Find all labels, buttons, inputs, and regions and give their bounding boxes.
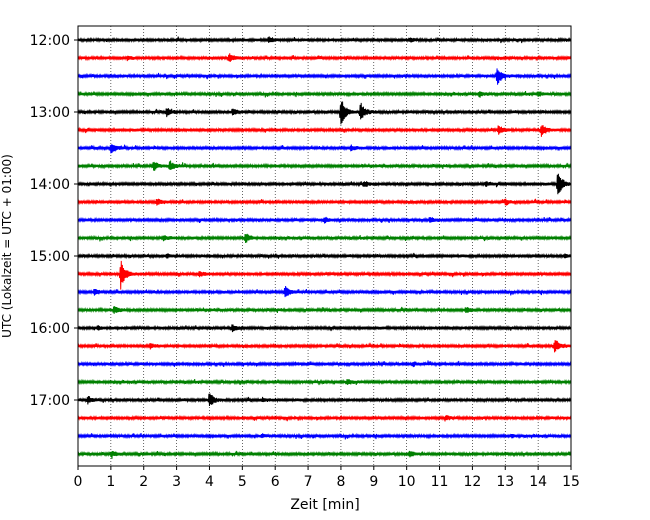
trace-signal [77,125,572,137]
seismo-trace [77,216,572,224]
trace-group [77,36,572,459]
seismo-trace [77,306,572,314]
seismo-trace [77,101,572,125]
trace-signal [77,233,572,243]
seismo-trace [77,360,572,368]
x-tick-label: 1 [106,474,115,490]
seismo-trace [77,233,572,243]
y-tick-label: 14:00 [30,177,70,193]
trace-signal [77,216,572,224]
seismo-trace [77,68,572,85]
x-axis-label: Zeit [min] [290,497,359,513]
trace-signal [77,324,572,333]
trace-signal [77,393,572,407]
trace-signal [77,340,572,353]
seismo-trace [77,450,572,459]
x-tick-label: 7 [304,474,313,490]
trace-signal [77,36,572,44]
x-tick-label: 11 [431,474,449,490]
trace-signal [77,450,572,459]
trace-signal [77,160,572,171]
seismo-trace [77,378,572,386]
seismo-trace [77,260,572,290]
seismo-trace [77,432,572,440]
y-tick-label: 15:00 [30,249,70,265]
x-tick-label: 15 [562,474,580,490]
seismo-trace [77,198,572,206]
x-tick-label: 14 [529,474,547,490]
seismo-trace [77,286,572,298]
seismo-trace [77,340,572,353]
trace-signal [77,198,572,206]
trace-signal [77,414,572,422]
x-axis: 0 1 2 3 4 5 6 7 8 9 10 11 12 13 14 15 [74,466,580,490]
trace-signal [77,360,572,368]
x-tick-label: 4 [205,474,214,490]
trace-signal [77,144,572,154]
y-axis-label: UTC (Lokalzeit = UTC + 01:00) [0,154,14,338]
trace-signal [77,252,572,260]
y-tick-label: 16:00 [30,321,70,337]
trace-signal [77,432,572,440]
trace-signal [77,53,572,62]
seismo-trace [77,125,572,137]
trace-signal [77,378,572,386]
seismo-trace [77,414,572,422]
x-tick-label: 9 [369,474,378,490]
trace-signal [77,90,572,98]
trace-signal [77,173,572,195]
seismo-trace [77,144,572,154]
seismo-trace [77,90,572,98]
seismo-trace [77,173,572,195]
trace-signal [77,260,572,290]
seismo-trace [77,324,572,333]
y-tick-label: 12:00 [30,33,70,49]
seismo-trace [77,252,572,260]
x-tick-label: 13 [496,474,514,490]
x-tick-label: 3 [172,474,181,490]
y-tick-label: 17:00 [30,393,70,409]
seismo-trace [77,160,572,171]
x-tick-label: 8 [336,474,345,490]
x-tick-label: 2 [139,474,148,490]
trace-signal [77,68,572,85]
x-tick-label: 12 [463,474,481,490]
y-axis: 12:00 13:00 14:00 15:00 16:00 17:00 [30,33,78,409]
x-tick-label: 6 [271,474,280,490]
plot-frame [77,25,572,467]
x-tick-label: 5 [238,474,247,490]
trace-signal [77,286,572,298]
seismo-trace [77,393,572,407]
x-tick-label: 10 [398,474,416,490]
seismo-trace [77,53,572,62]
trace-signal [77,306,572,314]
seismo-trace [77,36,572,44]
trace-signal [77,101,572,125]
x-tick-label: 0 [74,474,83,490]
y-tick-label: 13:00 [30,105,70,121]
